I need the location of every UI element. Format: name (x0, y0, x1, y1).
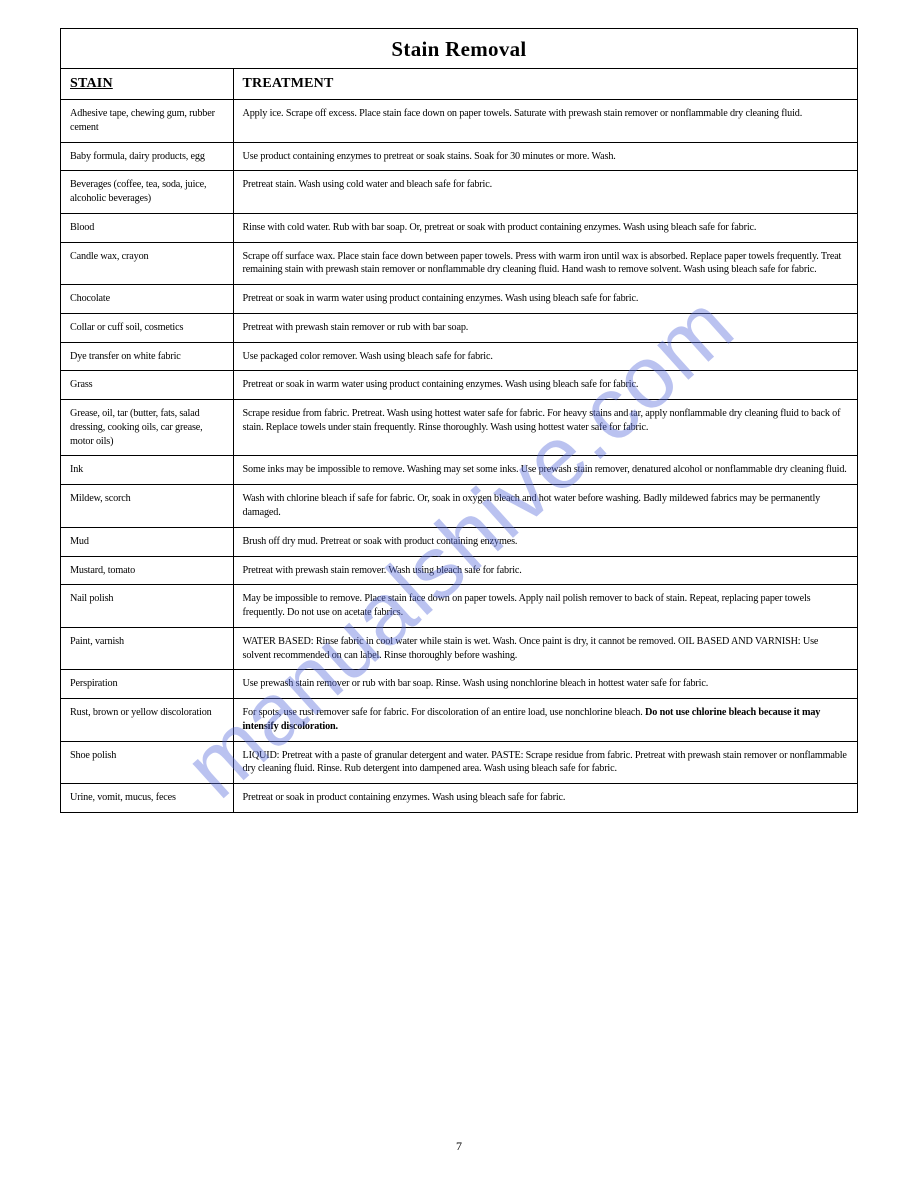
table-row: Mildew, scorchWash with chlorine bleach … (61, 485, 857, 528)
treatment-cell: Some inks may be impossible to remove. W… (233, 456, 857, 485)
stain-cell: Dye transfer on white fabric (61, 342, 233, 371)
stain-cell: Mildew, scorch (61, 485, 233, 528)
stain-cell: Shoe polish (61, 741, 233, 784)
treatment-text: For spots, use rust remover safe for fab… (243, 707, 646, 718)
treatment-cell: Use prewash stain remover or rub with ba… (233, 670, 857, 699)
stain-cell: Nail polish (61, 585, 233, 628)
table-row: InkSome inks may be impossible to remove… (61, 456, 857, 485)
table-row: Grease, oil, tar (butter, fats, salad dr… (61, 400, 857, 456)
table-row: Adhesive tape, chewing gum, rubber cemen… (61, 100, 857, 143)
stain-cell: Mud (61, 527, 233, 556)
stain-cell: Ink (61, 456, 233, 485)
table-row: Beverages (coffee, tea, soda, juice, alc… (61, 171, 857, 214)
page-container: Stain Removal STAIN TREATMENT Adhesive t… (0, 0, 918, 813)
table-outer-border: Stain Removal STAIN TREATMENT Adhesive t… (60, 28, 858, 813)
treatment-cell: Pretreat with prewash stain remover. Was… (233, 556, 857, 585)
treatment-cell: Rinse with cold water. Rub with bar soap… (233, 213, 857, 242)
stain-cell: Beverages (coffee, tea, soda, juice, alc… (61, 171, 233, 214)
treatment-cell: Pretreat or soak in warm water using pro… (233, 371, 857, 400)
table-header-row: STAIN TREATMENT (61, 69, 857, 100)
treatment-cell: WATER BASED: Rinse fabric in cool water … (233, 627, 857, 670)
page-title: Stain Removal (61, 37, 857, 62)
treatment-cell: Pretreat with prewash stain remover or r… (233, 313, 857, 342)
treatment-cell: LIQUID: Pretreat with a paste of granula… (233, 741, 857, 784)
treatment-cell: Pretreat or soak in product containing e… (233, 784, 857, 812)
table-row: Mustard, tomatoPretreat with prewash sta… (61, 556, 857, 585)
stain-cell: Blood (61, 213, 233, 242)
table-row: GrassPretreat or soak in warm water usin… (61, 371, 857, 400)
treatment-cell: Scrape residue from fabric. Pretreat. Wa… (233, 400, 857, 456)
stain-cell: Chocolate (61, 285, 233, 314)
stain-cell: Collar or cuff soil, cosmetics (61, 313, 233, 342)
table-row: Shoe polishLIQUID: Pretreat with a paste… (61, 741, 857, 784)
table-row: Urine, vomit, mucus, fecesPretreat or so… (61, 784, 857, 812)
stain-cell: Grass (61, 371, 233, 400)
table-row: Baby formula, dairy products, eggUse pro… (61, 142, 857, 171)
table-row: ChocolatePretreat or soak in warm water … (61, 285, 857, 314)
table-row: Collar or cuff soil, cosmeticsPretreat w… (61, 313, 857, 342)
table-row: Candle wax, crayonScrape off surface wax… (61, 242, 857, 285)
table-row: MudBrush off dry mud. Pretreat or soak w… (61, 527, 857, 556)
stain-cell: Grease, oil, tar (butter, fats, salad dr… (61, 400, 233, 456)
stain-cell: Baby formula, dairy products, egg (61, 142, 233, 171)
treatment-cell: Scrape off surface wax. Place stain face… (233, 242, 857, 285)
treatment-cell: May be impossible to remove. Place stain… (233, 585, 857, 628)
treatment-cell: Wash with chlorine bleach if safe for fa… (233, 485, 857, 528)
table-row: Paint, varnishWATER BASED: Rinse fabric … (61, 627, 857, 670)
treatment-cell: Brush off dry mud. Pretreat or soak with… (233, 527, 857, 556)
stain-cell: Urine, vomit, mucus, feces (61, 784, 233, 812)
table-row: Nail polishMay be impossible to remove. … (61, 585, 857, 628)
treatment-cell: Use product containing enzymes to pretre… (233, 142, 857, 171)
stain-cell: Rust, brown or yellow discoloration (61, 699, 233, 742)
page-number: 7 (0, 1139, 918, 1154)
treatment-cell: Use packaged color remover. Wash using b… (233, 342, 857, 371)
stain-cell: Candle wax, crayon (61, 242, 233, 285)
table-row: PerspirationUse prewash stain remover or… (61, 670, 857, 699)
table-row: BloodRinse with cold water. Rub with bar… (61, 213, 857, 242)
stain-cell: Adhesive tape, chewing gum, rubber cemen… (61, 100, 233, 143)
table-row: Dye transfer on white fabricUse packaged… (61, 342, 857, 371)
stain-cell: Paint, varnish (61, 627, 233, 670)
treatment-cell: For spots, use rust remover safe for fab… (233, 699, 857, 742)
stain-cell: Mustard, tomato (61, 556, 233, 585)
treatment-cell: Apply ice. Scrape off excess. Place stai… (233, 100, 857, 143)
stain-cell: Perspiration (61, 670, 233, 699)
header-treatment: TREATMENT (233, 69, 857, 100)
header-stain: STAIN (61, 69, 233, 100)
stain-removal-table: STAIN TREATMENT Adhesive tape, chewing g… (61, 69, 857, 812)
treatment-cell: Pretreat or soak in warm water using pro… (233, 285, 857, 314)
treatment-cell: Pretreat stain. Wash using cold water an… (233, 171, 857, 214)
table-row: Rust, brown or yellow discoloration For s… (61, 699, 857, 742)
title-row: Stain Removal (61, 29, 857, 69)
